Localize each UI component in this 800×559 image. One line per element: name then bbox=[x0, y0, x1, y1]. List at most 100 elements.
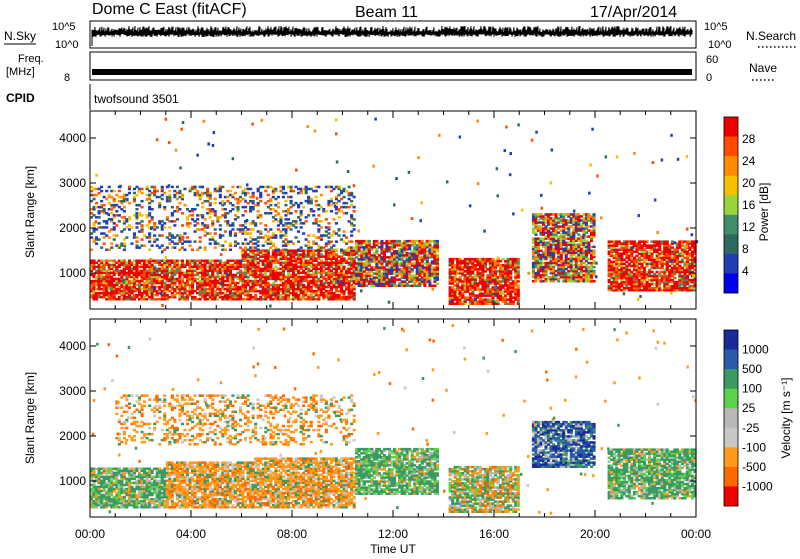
echo-cell bbox=[199, 246, 202, 249]
echo-cell bbox=[194, 240, 197, 243]
echo-cell bbox=[224, 249, 227, 252]
echo-cell bbox=[204, 218, 207, 221]
echo-cell bbox=[103, 242, 106, 245]
echo-cell bbox=[103, 204, 106, 207]
echo-cell bbox=[593, 280, 596, 283]
echo-cell bbox=[123, 249, 126, 252]
echo-cell bbox=[224, 240, 227, 243]
echo-cell bbox=[163, 192, 166, 195]
echo-cell bbox=[671, 240, 674, 243]
echo-cell bbox=[196, 204, 199, 207]
echo-cell bbox=[176, 186, 179, 189]
echo-cell bbox=[593, 260, 596, 263]
echo-cell bbox=[166, 246, 169, 249]
echo-cell bbox=[151, 244, 154, 247]
echo-cell bbox=[113, 238, 116, 241]
echo-cell bbox=[191, 214, 194, 217]
echo-cell bbox=[267, 249, 270, 252]
echo-cell bbox=[161, 198, 164, 201]
echo-cell bbox=[141, 200, 144, 203]
echo-cell bbox=[153, 222, 156, 225]
echo-cell bbox=[593, 246, 596, 249]
echo-cell bbox=[206, 188, 209, 191]
echo-cell bbox=[199, 240, 202, 243]
echo-cell bbox=[141, 238, 144, 241]
echo-cell bbox=[593, 250, 596, 253]
echo-cell bbox=[130, 242, 133, 245]
echo-cell bbox=[128, 202, 131, 205]
echo-cell bbox=[209, 216, 212, 219]
echo-cell bbox=[181, 224, 184, 227]
echo-cell bbox=[214, 202, 217, 205]
echo-cell bbox=[183, 188, 186, 191]
echo-cell bbox=[113, 190, 116, 193]
echo-cell bbox=[436, 282, 439, 285]
echo-cell bbox=[178, 208, 181, 211]
echo-cell bbox=[224, 230, 227, 233]
echo-cell bbox=[173, 246, 176, 249]
echo-cell bbox=[176, 218, 179, 221]
echo-cell bbox=[95, 242, 98, 245]
echo-cell bbox=[219, 224, 222, 227]
echo-cell bbox=[221, 244, 224, 247]
echo-cell bbox=[110, 242, 113, 245]
echo-cell bbox=[254, 294, 257, 297]
echo-cell bbox=[189, 222, 192, 225]
nave-tick-bottom: 0 bbox=[706, 72, 712, 84]
echo-cell bbox=[171, 206, 174, 209]
echo-cell bbox=[141, 214, 144, 217]
echo-cell bbox=[186, 236, 189, 239]
nave-label: Nave bbox=[749, 61, 777, 75]
echo-cell bbox=[181, 194, 184, 197]
echo-cell bbox=[183, 232, 186, 235]
echo-cell bbox=[115, 224, 118, 227]
echo-cell bbox=[103, 208, 106, 211]
echo-cell bbox=[98, 222, 101, 225]
echo-cell bbox=[211, 220, 214, 223]
echo-cell bbox=[98, 216, 101, 219]
echo-cell bbox=[135, 240, 138, 243]
echo-cell bbox=[135, 194, 138, 197]
echo-cell bbox=[141, 206, 144, 209]
freq-unit: [MHz] bbox=[6, 66, 35, 78]
echo-cell bbox=[221, 186, 224, 189]
echo-cell bbox=[168, 190, 171, 193]
echo-cell bbox=[204, 246, 207, 249]
echo-cell bbox=[229, 242, 232, 245]
echo-cell bbox=[128, 216, 131, 219]
echo-cell bbox=[151, 200, 154, 203]
echo-cell bbox=[141, 220, 144, 223]
echo-cell bbox=[593, 213, 596, 216]
echo-cell bbox=[214, 246, 217, 249]
echo-cell bbox=[168, 226, 171, 229]
echo-cell bbox=[135, 236, 138, 239]
freq-label: Freq. bbox=[18, 53, 44, 65]
echo-cell bbox=[517, 258, 520, 261]
echo-cell bbox=[194, 208, 197, 211]
echo-cell bbox=[166, 216, 169, 219]
echo-cell bbox=[100, 246, 103, 249]
echo-cell bbox=[93, 198, 96, 201]
date-label: 17/Apr/2014 bbox=[590, 4, 677, 21]
echo-cell bbox=[593, 270, 596, 273]
echo-cell bbox=[151, 216, 154, 219]
echo-cell bbox=[181, 212, 184, 215]
echo-cell bbox=[115, 234, 118, 237]
echo-cell bbox=[353, 286, 356, 289]
echo-cell bbox=[206, 224, 209, 227]
echo-cell bbox=[148, 240, 151, 243]
nsky-trace-line bbox=[92, 26, 692, 46]
echo-cell bbox=[196, 222, 199, 225]
station-title: Dome C East (fitACF) bbox=[92, 1, 247, 18]
echo-cell bbox=[353, 292, 356, 295]
echo-cell bbox=[128, 186, 131, 189]
echo-cell bbox=[161, 244, 164, 247]
echo-cell bbox=[156, 190, 159, 193]
nsearch-tick-top: 10^5 bbox=[704, 21, 728, 33]
nsky-label: N.Sky bbox=[4, 29, 36, 43]
nave-tick-top: 60 bbox=[706, 54, 718, 66]
nsky-trace bbox=[92, 26, 692, 46]
echo-cell bbox=[201, 214, 204, 217]
echo-cell bbox=[100, 186, 103, 189]
echo-cell bbox=[161, 234, 164, 237]
